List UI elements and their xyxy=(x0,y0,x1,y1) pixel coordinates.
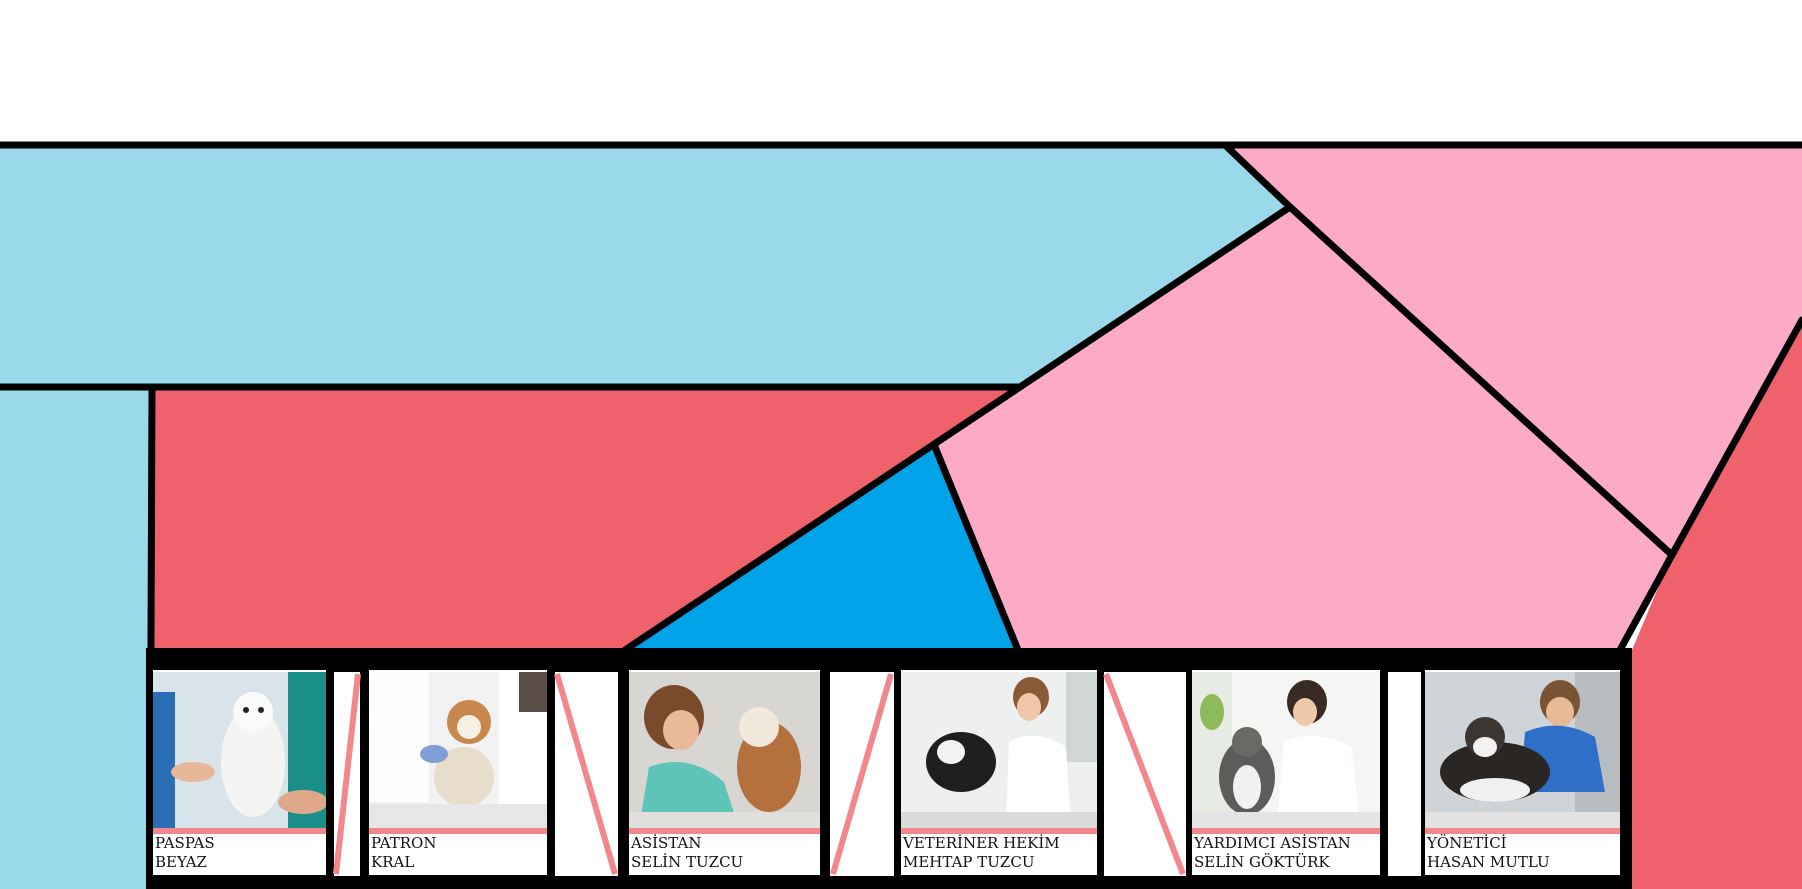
card-name: MEHTAP TUZCU xyxy=(903,853,1035,871)
photo-vet-with-husky xyxy=(1425,672,1620,828)
card-role: PATRON xyxy=(371,834,437,852)
card-caption: VETERİNER HEKİM MEHTAP TUZCU xyxy=(903,834,1060,872)
card-name: SELİN GÖKTÜRK xyxy=(1194,853,1330,871)
card-role: ASİSTAN xyxy=(631,834,702,852)
card-role: YARDIMCI ASİSTAN xyxy=(1194,834,1351,852)
coral-main-panel xyxy=(152,387,1020,650)
light-blue-column xyxy=(0,387,150,889)
card-caption: YÖNETİCİ HASAN MUTLU xyxy=(1427,834,1550,872)
card-accent-stripe xyxy=(153,828,326,834)
team-card-yonetici[interactable]: YÖNETİCİ HASAN MUTLU xyxy=(1425,670,1620,875)
team-card-asistan[interactable]: ASİSTAN SELİN TUZCU xyxy=(629,670,820,875)
spacer-stripe xyxy=(1103,672,1186,876)
coral-right-panel xyxy=(1632,320,1802,889)
card-accent-stripe xyxy=(1192,828,1380,834)
light-blue-band xyxy=(0,145,1290,387)
card-name: HASAN MUTLU xyxy=(1427,853,1550,871)
photo-vets-with-jack-russell xyxy=(369,672,547,828)
blue-triangle xyxy=(625,447,1018,650)
card-role: VETERİNER HEKİM xyxy=(903,834,1060,852)
photo-vet-with-black-dog xyxy=(901,672,1097,828)
card-name: BEYAZ xyxy=(155,853,207,871)
spacer-panel xyxy=(1388,672,1421,876)
divider-pink-diagonal xyxy=(1286,203,1676,559)
team-card-patron[interactable]: PATRON KRAL xyxy=(369,670,547,875)
photo-assistant-with-bulldog xyxy=(629,672,820,828)
card-role: PASPAS xyxy=(155,834,215,852)
photo-vet-with-white-dog xyxy=(153,672,326,828)
card-accent-stripe xyxy=(901,828,1097,834)
divider-center-diagonal xyxy=(621,141,1294,654)
card-caption: YARDIMCI ASİSTAN SELİN GÖKTÜRK xyxy=(1194,834,1351,872)
card-accent-stripe xyxy=(1425,828,1620,834)
team-card-paspas[interactable]: PASPAS BEYAZ xyxy=(153,670,326,875)
card-accent-stripe xyxy=(369,828,547,834)
card-role: YÖNETİCİ xyxy=(1427,834,1507,852)
divider-left-vertical xyxy=(146,383,156,889)
team-card-veteriner-hekim[interactable]: VETERİNER HEKİM MEHTAP TUZCU xyxy=(901,670,1097,875)
card-caption: PATRON KRAL xyxy=(371,834,436,872)
team-card-yardimci-asistan[interactable]: YARDIMCI ASİSTAN SELİN GÖKTÜRK xyxy=(1192,670,1380,875)
spacer-stripe xyxy=(830,673,894,875)
card-accent-stripe xyxy=(629,828,820,834)
card-name: KRAL xyxy=(371,853,415,871)
spacer-stripe xyxy=(554,673,618,875)
card-name: SELİN TUZCU xyxy=(631,853,744,871)
pink-center-panel xyxy=(935,207,1672,650)
pink-top-right-panel xyxy=(1225,145,1802,555)
card-caption: PASPAS BEYAZ xyxy=(155,834,215,872)
photo-vet-with-cat xyxy=(1192,672,1380,828)
divider-right-diagonal xyxy=(1616,316,1802,654)
spacer-stripe xyxy=(333,673,361,875)
card-caption: ASİSTAN SELİN TUZCU xyxy=(631,834,743,872)
divider-blue-triangle xyxy=(931,443,1022,654)
